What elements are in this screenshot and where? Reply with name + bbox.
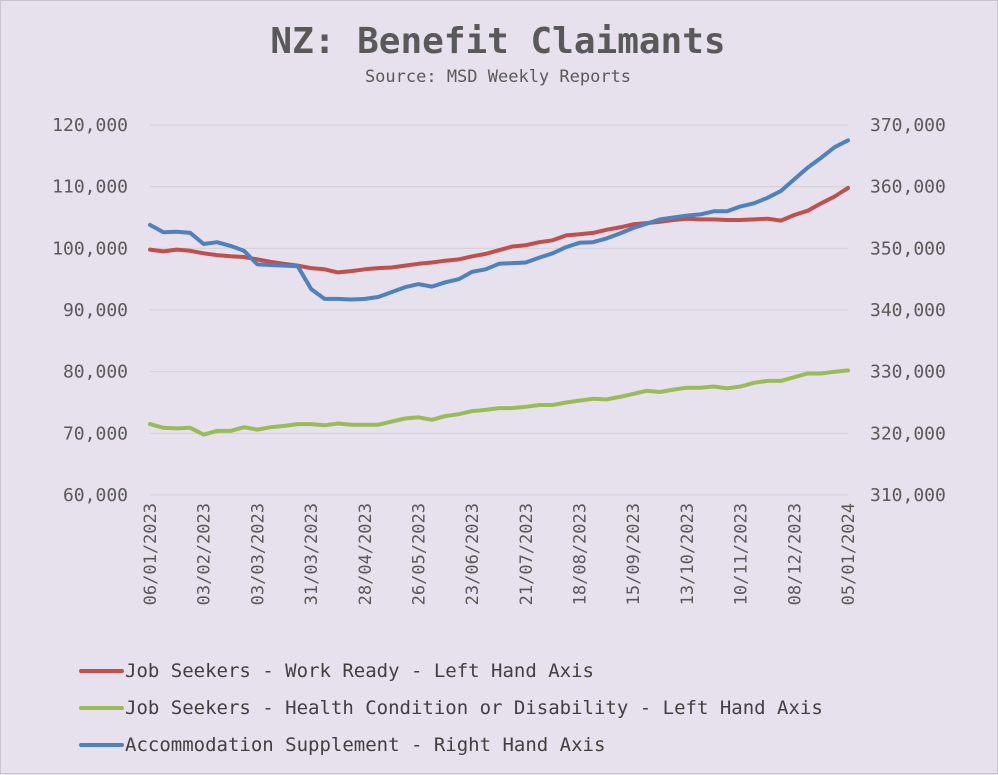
left-tick-label: 110,000 xyxy=(52,177,128,198)
right-tick-label: 320,000 xyxy=(870,423,946,444)
x-tick-label: 03/02/2023 xyxy=(195,503,215,605)
right-tick-label: 360,000 xyxy=(870,177,946,198)
left-axis: 120,000 110,000 100,000 90,000 80,000 70,000 6… xyxy=(52,115,128,506)
x-axis: 06/01/2023 03/02/2023 03/03/2023 31/03/2023… xyxy=(141,503,859,605)
legend: Job Seekers - Work Ready - Left Hand Axi… xyxy=(79,660,823,756)
right-tick-label: 350,000 xyxy=(870,238,946,259)
x-tick-label: 23/06/2023 xyxy=(463,503,483,605)
right-tick-label: 340,000 xyxy=(870,300,946,321)
x-tick-label: 10/11/2023 xyxy=(732,503,752,605)
series-line-3 xyxy=(148,138,850,302)
x-tick-label: 08/12/2023 xyxy=(785,503,805,605)
left-tick-label: 120,000 xyxy=(52,115,128,136)
legend-label: Job Seekers - Health Condition or Disabi… xyxy=(125,697,823,719)
series-lines xyxy=(148,138,850,437)
left-tick-label: 100,000 xyxy=(52,238,128,259)
legend-label: Job Seekers - Work Ready - Left Hand Axi… xyxy=(125,660,594,682)
left-tick-label: 70,000 xyxy=(63,423,128,444)
gridlines xyxy=(150,124,848,496)
x-tick-label: 05/01/2024 xyxy=(839,503,859,605)
x-tick-label: 31/03/2023 xyxy=(302,503,322,605)
chart-subtitle: Source: MSD Weekly Reports xyxy=(365,67,631,87)
left-tick-label: 90,000 xyxy=(63,300,128,321)
x-tick-label: 18/08/2023 xyxy=(571,503,591,605)
x-tick-label: 06/01/2023 xyxy=(141,503,161,605)
right-axis: 370,000 360,000 350,000 340,000 330,000 320,0… xyxy=(870,115,946,506)
right-tick-label: 370,000 xyxy=(870,115,946,136)
left-tick-label: 80,000 xyxy=(63,362,128,383)
left-tick-label: 60,000 xyxy=(63,485,128,506)
chart-title: NZ: Benefit Claimants xyxy=(270,21,725,62)
right-tick-label: 330,000 xyxy=(870,362,946,383)
x-tick-label: 28/04/2023 xyxy=(356,503,376,605)
right-tick-label: 310,000 xyxy=(870,485,946,506)
x-tick-label: 03/03/2023 xyxy=(248,503,268,605)
series-line-1 xyxy=(148,185,850,275)
x-tick-label: 15/09/2023 xyxy=(624,503,644,605)
x-tick-label: 21/07/2023 xyxy=(517,503,537,605)
x-tick-label: 26/05/2023 xyxy=(409,503,429,605)
x-tick-label: 13/10/2023 xyxy=(678,503,698,605)
series-line-2 xyxy=(148,368,850,437)
legend-label: Accommodation Supplement - Right Hand Ax… xyxy=(125,734,605,756)
